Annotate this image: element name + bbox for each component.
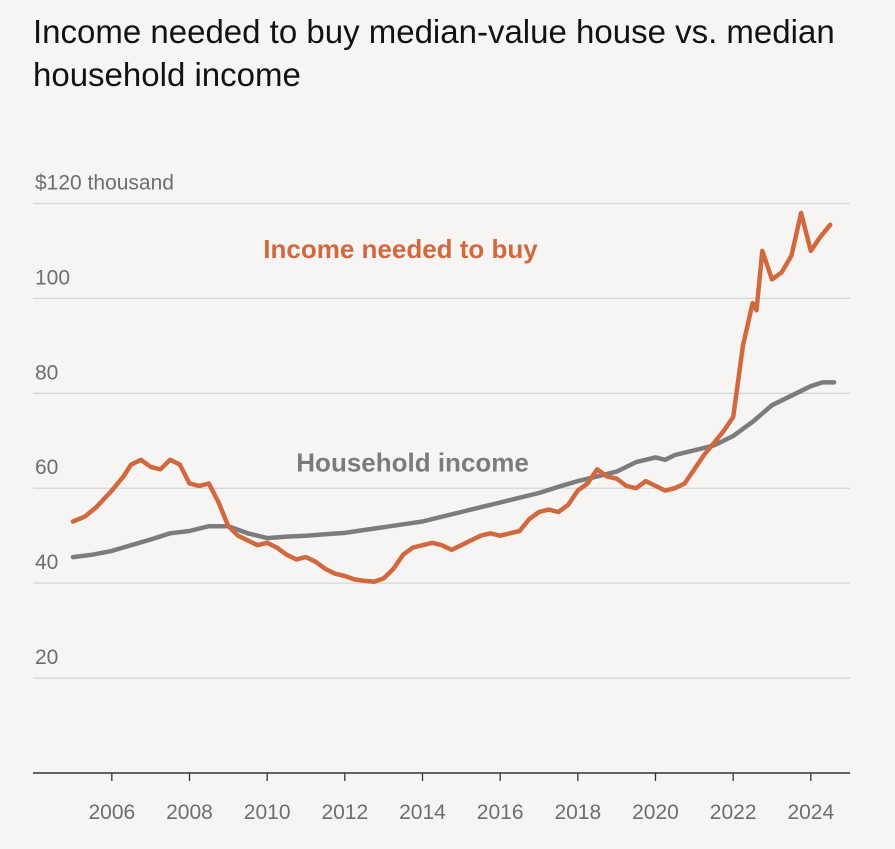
series-labels: Household income Income needed to buy xyxy=(263,234,538,478)
x-tick-label-2022: 2022 xyxy=(710,801,757,824)
y-tick-label-120: $120 thousand xyxy=(35,171,174,194)
x-tick-label-2012: 2012 xyxy=(321,801,368,824)
series-lines xyxy=(70,210,837,584)
chart-title: Income needed to buy median-value house … xyxy=(33,13,835,93)
x-tick-label-2016: 2016 xyxy=(477,801,524,824)
x-tick-label-2008: 2008 xyxy=(166,801,213,824)
y-tick-labels: $120 thousand 100 80 60 40 20 xyxy=(35,171,174,669)
series-label-income-needed-to-buy: Income needed to buy xyxy=(263,234,538,264)
x-tick-label-2020: 2020 xyxy=(632,801,679,824)
series-line-income-needed-to-buy xyxy=(70,210,833,584)
y-tick-label-60: 60 xyxy=(35,456,58,479)
y-tick-label-20: 20 xyxy=(35,646,58,669)
x-tick-label-2014: 2014 xyxy=(399,801,446,824)
gridlines xyxy=(33,202,850,679)
x-tick-label-2010: 2010 xyxy=(244,801,291,824)
x-tick-label-2024: 2024 xyxy=(787,801,834,824)
series-label-household-income: Household income xyxy=(296,448,529,478)
x-ticks: 2006 2008 2010 2012 2014 2016 2018 2020 2022 2024 xyxy=(88,773,834,824)
y-tick-label-40: 40 xyxy=(35,551,58,574)
x-tick-label-2018: 2018 xyxy=(554,801,601,824)
x-tick-label-2006: 2006 xyxy=(88,801,135,824)
y-tick-label-100: 100 xyxy=(35,266,70,289)
series-line-household-income xyxy=(70,380,837,560)
y-tick-label-80: 80 xyxy=(35,361,58,384)
